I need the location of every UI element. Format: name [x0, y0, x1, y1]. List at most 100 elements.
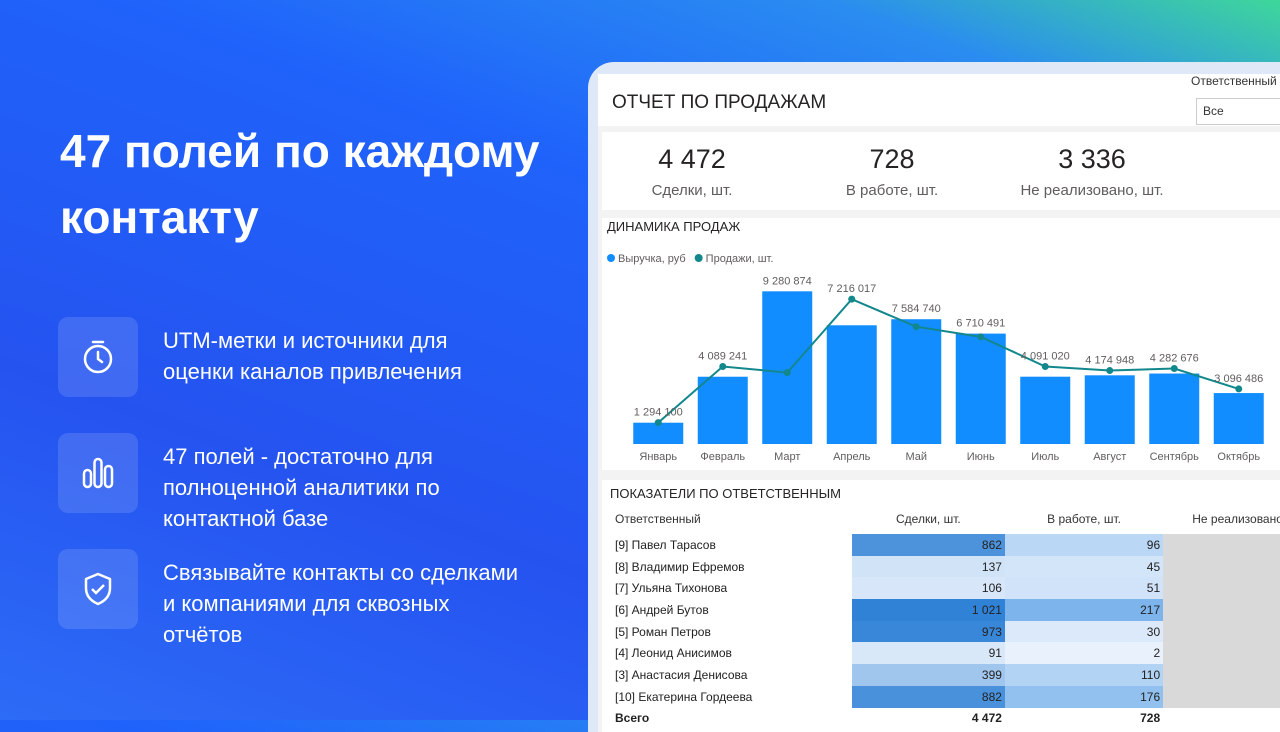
- header-row: Ответственный Сделки, шт. В работе, шт. Не …: [612, 504, 1280, 534]
- dashboard-title: ОТЧЕТ ПО ПРОДАЖАМ: [612, 92, 827, 113]
- kpi-panel: 4 472 Сделки, шт. 728 В работе, шт. 3 336 Не …: [602, 132, 1280, 210]
- x-tick-label: Февраль: [700, 451, 745, 463]
- column-header: В работе, шт.: [1047, 512, 1121, 526]
- feature: 47 полей - достаточно для полноценной ан…: [58, 433, 538, 531]
- line-marker: [1235, 385, 1243, 393]
- legend-label: Выручка, руб: [618, 253, 686, 265]
- in-work-cell: 2: [1004, 642, 1164, 665]
- line-marker: [654, 419, 662, 427]
- table-row: [8] Владимир Ефремов 137 45: [612, 555, 1280, 578]
- name-cell: [6] Андрей Бутов: [615, 602, 709, 617]
- cell: [1163, 620, 1280, 643]
- x-tick-label: Март: [774, 451, 800, 463]
- deals-cell: 882: [851, 685, 1005, 708]
- column-header: Не реализовано: [1192, 512, 1280, 526]
- bar: [1213, 393, 1264, 444]
- data-label: 7 216 017: [827, 283, 876, 295]
- chart-panel: ДИНАМИКА ПРОДАЖ Выручка, руб Продажи, шт.…: [602, 218, 1280, 470]
- name-cell: [3] Анастасия Денисова: [615, 667, 748, 682]
- cell: [1163, 708, 1280, 730]
- deals-cell: 4 472: [971, 711, 1002, 726]
- filter-dropdown[interactable]: Все: [1196, 98, 1280, 125]
- kpi-label: Сделки, шт.: [651, 182, 733, 199]
- table-row: [4] Леонид Анисимов 91 2: [612, 642, 1280, 665]
- table-row: [9] Павел Тарасов 862 96: [612, 534, 1280, 556]
- line-marker: [1170, 365, 1178, 373]
- cell: [1163, 599, 1280, 621]
- line-marker: [783, 369, 791, 377]
- in-work-cell: 217: [1004, 599, 1164, 621]
- title-bar: ОТЧЕТ ПО ПРОДАЖАМ Ответственный Все: [598, 74, 1280, 126]
- kpi-value: 3 336: [1058, 144, 1126, 174]
- name-cell: [4] Леонид Анисимов: [615, 646, 732, 661]
- table-row: [5] Роман Петров 973 30: [612, 620, 1280, 643]
- data-label: 4 174 948: [1085, 355, 1134, 367]
- x-tick-label: Июнь: [967, 451, 995, 463]
- legend-marker: [694, 254, 703, 262]
- bar: [762, 291, 813, 444]
- in-work-cell: 51: [1004, 577, 1164, 600]
- column-header: Ответственный: [615, 512, 701, 526]
- dashboard: ОТЧЕТ ПО ПРОДАЖАМ Ответственный Все 4 47…: [588, 62, 1280, 732]
- cell: [1163, 642, 1280, 665]
- kpi-value: 4 472: [658, 144, 726, 174]
- deals-cell: 973: [851, 620, 1005, 643]
- x-tick-label: Сентябрь: [1150, 451, 1200, 463]
- feature: Связывайте контакты со сделками и компан…: [58, 549, 538, 647]
- feature-text: 47 полей - достаточно для полноценной ан…: [163, 444, 440, 531]
- bar: [955, 333, 1006, 444]
- table-row: [10] Екатерина Гордеева 882 176: [612, 685, 1280, 708]
- line-marker: [848, 295, 856, 303]
- x-tick-label: Май: [905, 451, 927, 463]
- bar: [1020, 376, 1071, 444]
- cell: [1163, 685, 1280, 708]
- in-work-cell: 45: [1004, 555, 1164, 578]
- table-row: [3] Анастасия Денисова 399 110: [612, 664, 1280, 686]
- legend-marker: [607, 254, 615, 262]
- name-cell: [8] Владимир Ефремов: [615, 559, 745, 574]
- table-row: [7] Ульяна Тихонова 106 51: [612, 577, 1280, 600]
- deals-cell: 106: [851, 577, 1005, 600]
- table: Ответственный Сделки, шт. В работе, шт. Не …: [612, 504, 1280, 729]
- line: [657, 297, 1240, 424]
- in-work-cell: 96: [1004, 534, 1164, 556]
- bar: [1084, 375, 1135, 444]
- data-label: 4 091 020: [1021, 350, 1070, 362]
- deals-cell: 862: [851, 534, 1005, 556]
- table-panel: ПОКАЗАТЕЛИ ПО ОТВЕТСТВЕННЫМ Ответственны…: [602, 480, 1280, 732]
- data-label: 9 280 874: [763, 275, 812, 287]
- data-label: 7 584 740: [892, 303, 941, 315]
- bar: [1149, 373, 1200, 444]
- feature-text: UTM-метки и источники для оценки каналов…: [163, 328, 462, 384]
- cell: [1163, 555, 1280, 578]
- x-tick-label: Июль: [1031, 451, 1059, 463]
- feature-text: Связывайте контакты со сделками и компан…: [163, 560, 519, 647]
- cell: [1163, 664, 1280, 686]
- legend-label: Продажи, шт.: [706, 253, 774, 265]
- x-tick-label: Апрель: [833, 451, 871, 463]
- line-marker: [1041, 362, 1049, 370]
- chart-title: ДИНАМИКА ПРОДАЖ: [607, 219, 740, 234]
- in-work-cell: 728: [1140, 711, 1161, 726]
- chart: ДИНАМИКА ПРОДАЖ Выручка, руб Продажи, шт.…: [607, 219, 1264, 463]
- bar: [826, 325, 877, 444]
- feature: UTM-метки и источники для оценки каналов…: [58, 317, 538, 397]
- bar: [697, 376, 748, 444]
- headline: 47 полей по каждому контакту: [60, 125, 540, 243]
- x-tick-label: Январь: [639, 451, 677, 463]
- name-cell: [9] Павел Тарасов: [615, 537, 716, 552]
- shield-icon: [84, 572, 112, 606]
- filter-label: Ответственный: [1191, 74, 1277, 88]
- bar: [633, 422, 684, 444]
- x-tick-label: Август: [1093, 451, 1126, 463]
- total-row: Всего 4 472 728: [612, 708, 1280, 730]
- x-tick-label: Октябрь: [1217, 451, 1260, 463]
- in-work-cell: 30: [1004, 620, 1164, 643]
- cell: [1163, 534, 1280, 556]
- cell: [1163, 577, 1280, 600]
- data-label: 6 710 491: [956, 318, 1005, 330]
- bar: [891, 319, 942, 444]
- data-label: 4 282 676: [1150, 353, 1199, 365]
- data-label: 1 294 100: [634, 407, 683, 419]
- in-work-cell: 176: [1004, 685, 1164, 708]
